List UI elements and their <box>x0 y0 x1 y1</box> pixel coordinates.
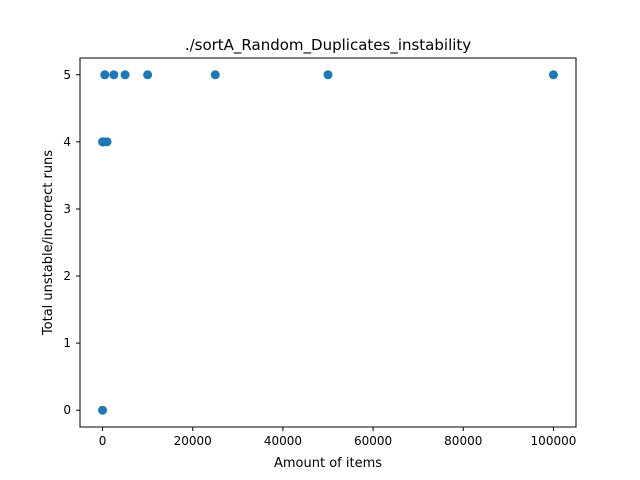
x-tick-label: 0 <box>99 434 107 448</box>
scatter-point <box>102 137 112 147</box>
axis-ticks: 0 20000 40000 60000 80000 100000 0 1 2 3 4 5 <box>63 68 576 448</box>
scatter-point <box>109 70 119 80</box>
y-tick-label: 4 <box>63 135 71 149</box>
x-tick-label: 40000 <box>264 434 302 448</box>
x-tick-label: 100000 <box>531 434 577 448</box>
x-tick-label: 80000 <box>444 434 482 448</box>
x-tick-label: 20000 <box>174 434 212 448</box>
scatter-point <box>143 70 153 80</box>
scatter-point <box>100 70 110 80</box>
scatter-point <box>210 70 220 80</box>
scatter-point <box>323 70 333 80</box>
chart-title: ./sortA_Random_Duplicates_instability <box>185 36 471 55</box>
x-tick-label: 60000 <box>354 434 392 448</box>
y-axis-label: Total unstable/incorrect runs <box>41 150 56 336</box>
y-tick-label: 0 <box>63 403 71 417</box>
scatter-point <box>548 70 558 80</box>
scatter-series <box>98 70 558 415</box>
y-tick-label: 1 <box>63 336 71 350</box>
scatter-point <box>98 405 108 415</box>
scatter-point <box>120 70 130 80</box>
x-axis-label: Amount of items <box>274 456 382 471</box>
y-tick-label: 5 <box>63 68 71 82</box>
y-tick-label: 2 <box>63 269 71 283</box>
y-tick-label: 3 <box>63 202 71 216</box>
plot-area-frame <box>79 57 577 428</box>
